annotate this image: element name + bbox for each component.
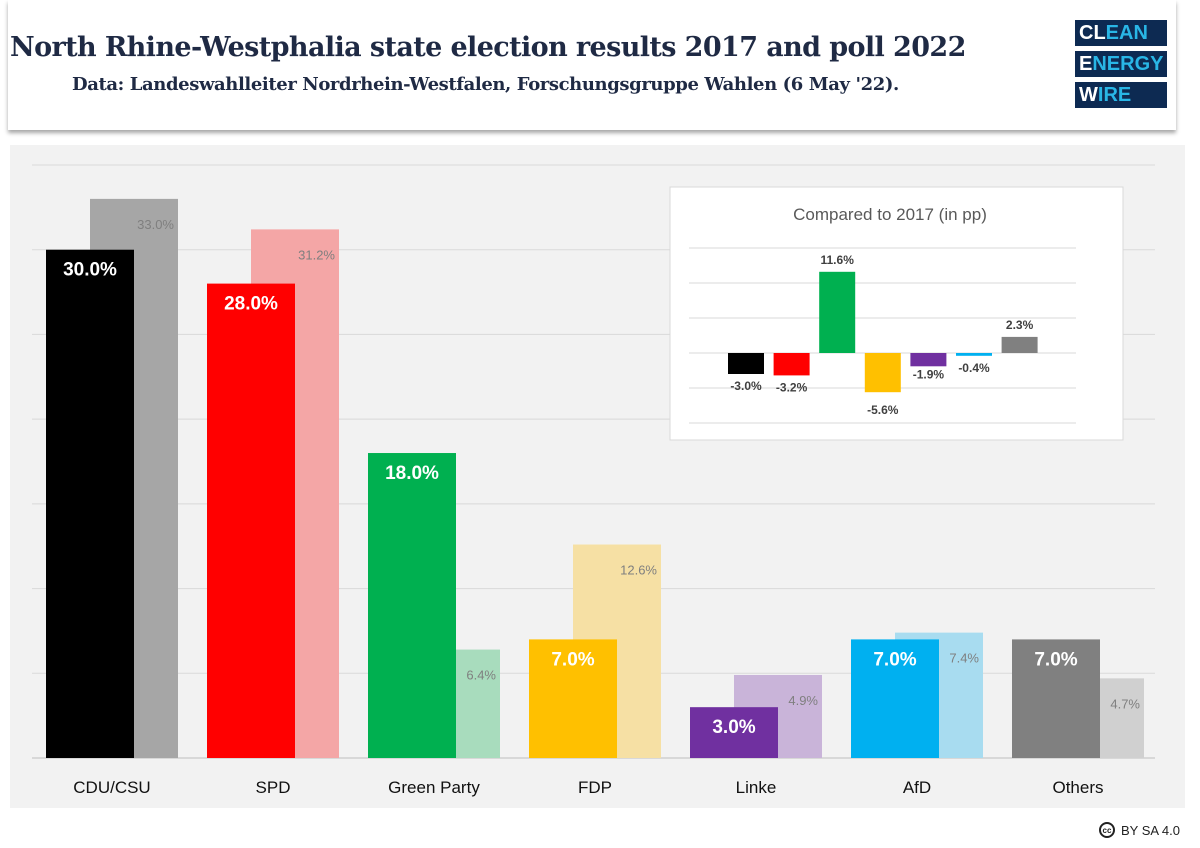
inset-data-label: -3.2% [776,380,808,394]
data-label-2022: 3.0% [712,717,755,738]
inset-bar [956,353,992,356]
logo-line: WIRE [1075,82,1168,108]
category-label: CDU/CSU [73,778,150,797]
inset-bar [773,353,810,376]
inset-title: Compared to 2017 (in pp) [793,205,987,224]
inset-data-label: -3.0% [730,379,762,393]
bar-2022 [529,639,617,758]
category-label: Linke [736,778,777,797]
data-label-2017: 31.2% [298,247,335,262]
category-label: SPD [256,778,291,797]
inset-data-label: -0.4% [958,361,990,375]
inset-data-label: 11.6% [821,253,855,267]
category-label: Green Party [388,778,480,797]
inset-bar [910,353,947,367]
creative-commons-icon: cc [1098,822,1115,838]
clean-energy-wire-logo: CLEAN ENERGY WIRE [1075,20,1168,113]
logo-line: CLEAN [1075,20,1168,46]
data-label-2022: 7.0% [551,649,594,670]
inset-bar [819,271,856,353]
data-label-2022: 30.0% [63,260,117,281]
chart-title: North Rhine-Westphalia state election re… [10,32,966,63]
inset-data-label: 2.3% [1006,318,1034,332]
bar-2022 [690,707,778,758]
data-label-2017: 6.4% [466,668,496,683]
header [8,0,1176,130]
data-label-2022: 7.0% [1034,649,1077,670]
data-label-2022: 7.0% [873,649,916,670]
bar-2022 [1012,639,1100,758]
bar-2022 [368,453,456,758]
inset-bar [1001,336,1038,353]
data-label-2017: 12.6% [620,563,657,578]
data-label-2017: 7.4% [949,651,979,666]
category-label: FDP [578,778,612,797]
inset-chart-frame [669,186,1124,441]
bar-2022 [46,249,134,758]
data-label-2022: 18.0% [385,463,439,484]
license-footer: cc BY SA 4.0 [1098,822,1180,838]
category-label: AfD [903,778,931,797]
inset-data-label: -5.6% [867,403,899,417]
chart-subtitle: Data: Landeswahlleiter Nordrhein-Westfal… [72,74,899,95]
license-text: BY SA 4.0 [1120,822,1180,838]
inset-data-label: -1.9% [913,367,945,381]
inset-bar [864,353,901,393]
bar-2022 [851,639,939,758]
data-label-2017: 4.7% [1110,696,1140,711]
bar-2022 [207,283,295,758]
data-label-2017: 33.0% [137,217,174,232]
data-label-2017: 4.9% [788,693,818,708]
inset-bar [728,353,764,374]
data-label-2022: 28.0% [224,294,278,315]
logo-line: ENERGY [1075,51,1168,77]
category-label: Others [1052,778,1103,797]
